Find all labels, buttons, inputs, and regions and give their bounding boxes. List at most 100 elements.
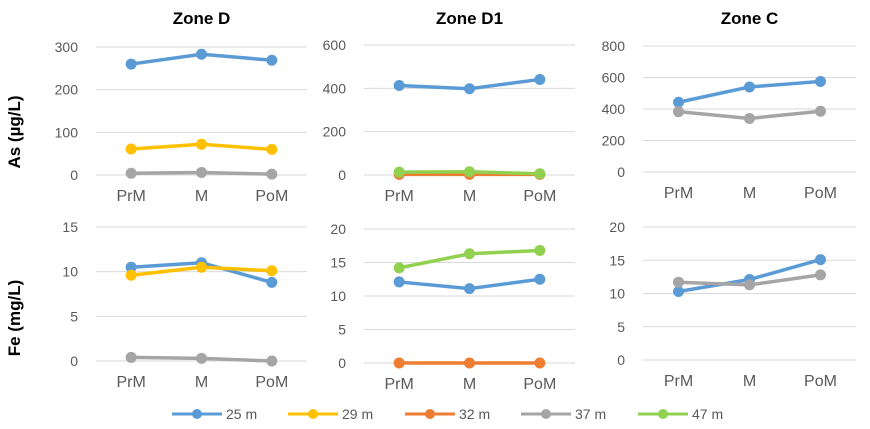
data-point (266, 54, 278, 66)
legend-label: 32 m (459, 406, 490, 422)
y-tick-label: 0 (338, 355, 346, 371)
panel-title: Zone D1 (436, 9, 503, 28)
y-tick-label: 300 (55, 39, 79, 55)
series-37-m (125, 166, 278, 180)
series-37-m (673, 105, 826, 124)
y-tick-label: 5 (338, 322, 346, 338)
series-29-m (125, 261, 278, 281)
series-37-m (673, 269, 826, 291)
legend-item-47-m: 47 m (638, 406, 723, 422)
panel-2: Zone D1 0 200 400 600 PrM M PoM (323, 9, 575, 205)
panel-1: Zone D 0 100 200 300 PrM M PoM (55, 9, 307, 205)
panel-title: Zone D (173, 9, 231, 28)
legend-item-25-m: 25 m (172, 406, 257, 422)
y-tick-label: 20 (330, 221, 346, 237)
data-point (673, 286, 684, 298)
data-point (815, 254, 826, 266)
y-tick-label: 400 (323, 80, 347, 96)
data-point (125, 167, 137, 179)
x-tick-label: M (195, 374, 208, 391)
y-tick-label: 600 (323, 37, 347, 53)
data-point (393, 166, 405, 178)
x-tick-label: M (463, 376, 476, 393)
legend-label: 37 m (575, 406, 606, 422)
series-32-m (393, 357, 546, 369)
data-point (815, 105, 826, 117)
legend-marker (541, 409, 551, 419)
data-point (534, 244, 546, 256)
data-point (125, 269, 137, 281)
data-point (744, 112, 755, 124)
y-tick-label: 10 (62, 264, 78, 280)
legend-marker (308, 409, 318, 419)
x-tick-label: M (463, 188, 476, 205)
y-tick-label: 5 (617, 319, 625, 335)
y-tick-label: 20 (609, 219, 625, 235)
x-tick-label: PoM (804, 373, 837, 390)
y-tick-label: 0 (617, 352, 625, 368)
data-point (266, 143, 278, 155)
series-25-m (393, 73, 546, 95)
panel-title: Zone C (721, 9, 779, 28)
x-tick-label: PoM (804, 185, 837, 202)
data-point (196, 138, 207, 150)
data-point (196, 352, 207, 364)
y-tick-label: 15 (330, 255, 346, 271)
data-point (196, 48, 207, 60)
data-point (393, 357, 405, 369)
y-tick-label: 5 (70, 308, 78, 324)
legend-item-29-m: 29 m (288, 406, 373, 422)
row-label-fe: Fe (mg/L) (5, 280, 24, 357)
legend-label: 25 m (226, 406, 257, 422)
data-point (534, 357, 546, 369)
row-label-as: As (µg/L) (5, 95, 24, 168)
data-point (464, 283, 475, 295)
y-tick-label: 200 (55, 82, 79, 98)
data-point (125, 261, 137, 273)
data-point (464, 83, 475, 95)
chart-legend: 25 m 29 m 32 m 37 m 47 m (172, 406, 723, 422)
data-point (744, 279, 755, 291)
x-tick-label: M (743, 185, 756, 202)
series-47-m (393, 244, 546, 274)
data-point (815, 75, 826, 87)
legend-marker (658, 409, 668, 419)
panel-3: Zone C 0 200 400 600 800 PrM M PoM (602, 9, 856, 202)
x-tick-label: M (743, 373, 756, 390)
data-point (266, 168, 278, 180)
y-tick-label: 800 (602, 38, 626, 54)
data-point (815, 269, 826, 281)
y-tick-label: 0 (338, 167, 346, 183)
data-point (125, 143, 137, 155)
data-point (266, 265, 278, 277)
legend-label: 29 m (342, 406, 373, 422)
x-tick-label: PrM (117, 374, 146, 391)
data-point (534, 73, 546, 85)
y-tick-label: 0 (70, 167, 78, 183)
y-tick-label: 600 (602, 70, 626, 86)
legend-marker (192, 409, 202, 419)
data-point (266, 355, 278, 367)
data-point (673, 106, 684, 118)
y-tick-label: 200 (602, 133, 626, 149)
data-point (534, 168, 546, 180)
data-point (125, 351, 137, 363)
y-tick-label: 15 (62, 219, 78, 235)
y-tick-label: 0 (617, 164, 625, 180)
x-tick-label: PrM (117, 188, 146, 205)
data-point (464, 357, 475, 369)
y-tick-label: 10 (609, 286, 625, 302)
x-tick-label: PrM (664, 373, 693, 390)
x-tick-label: PrM (385, 188, 414, 205)
x-tick-label: PoM (255, 374, 288, 391)
legend-item-37-m: 37 m (521, 406, 606, 422)
panel-4: 0 5 10 15 PrM M PoM (62, 219, 307, 391)
legend-marker (425, 409, 435, 419)
x-tick-label: PoM (255, 188, 288, 205)
series-25-m (125, 48, 278, 70)
data-point (393, 80, 405, 92)
legend-item-32-m: 32 m (405, 406, 490, 422)
data-point (393, 262, 405, 274)
y-tick-label: 200 (323, 124, 347, 140)
